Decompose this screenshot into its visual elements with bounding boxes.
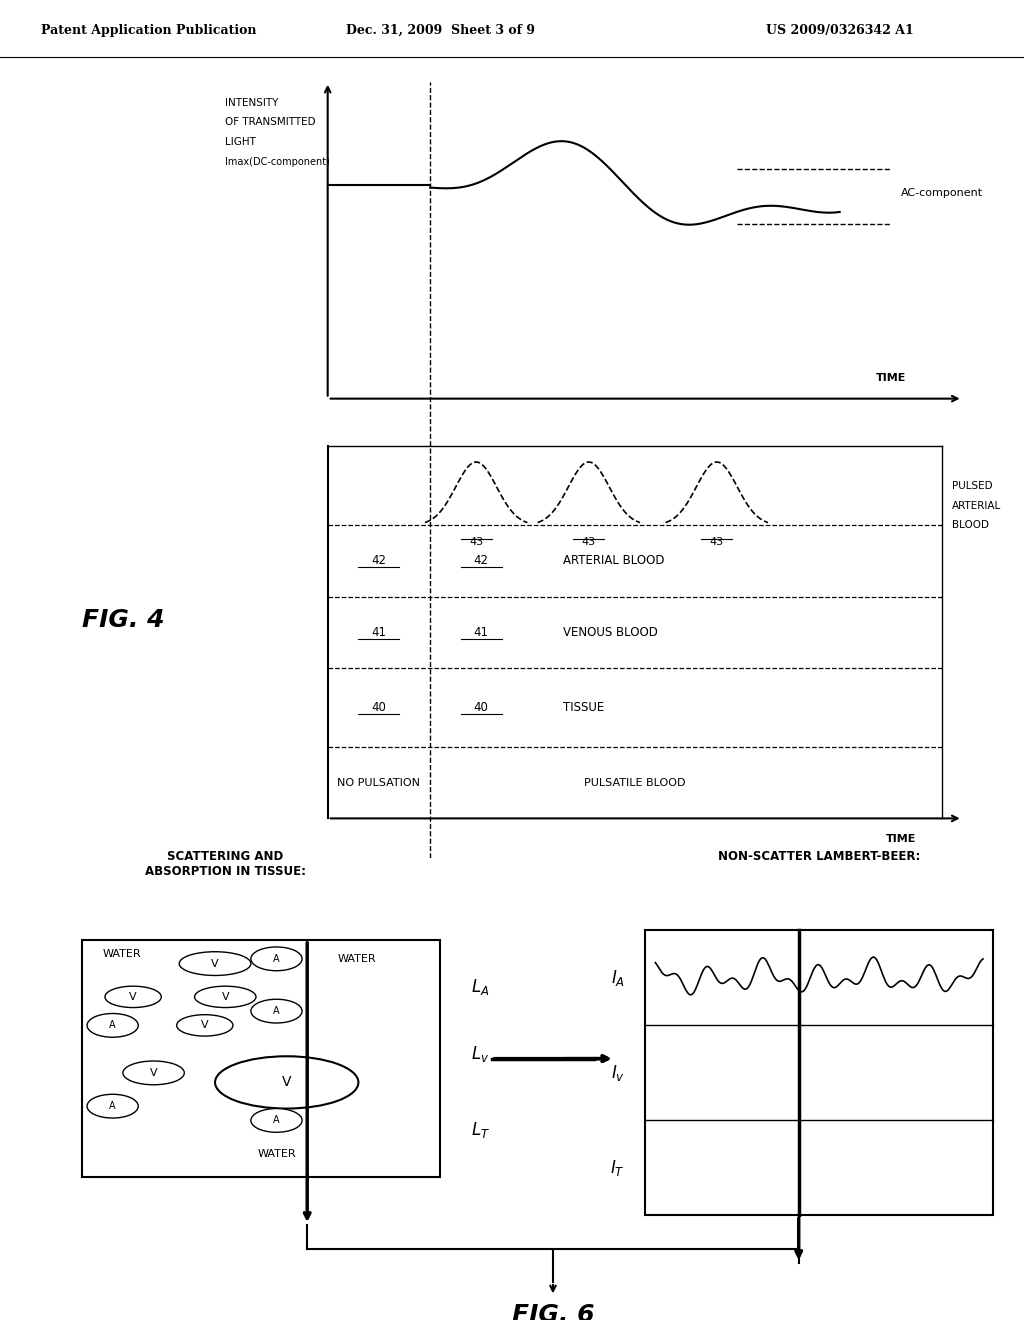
Text: V: V [201, 1020, 209, 1031]
Text: $L_v$: $L_v$ [471, 1044, 489, 1064]
Text: FIG. 4: FIG. 4 [82, 609, 165, 632]
Text: Imax(DC-component): Imax(DC-component) [225, 157, 330, 168]
Text: WATER: WATER [338, 954, 377, 964]
Text: A: A [110, 1101, 116, 1111]
Text: 43: 43 [710, 537, 724, 548]
Text: A: A [273, 1006, 280, 1016]
Text: V: V [221, 991, 229, 1002]
Bar [645, 931, 993, 1216]
Text: 40: 40 [474, 701, 488, 714]
Text: VENOUS BLOOD: VENOUS BLOOD [563, 626, 658, 639]
Text: PULSED: PULSED [952, 480, 993, 491]
Text: NO PULSATION: NO PULSATION [337, 777, 421, 788]
Text: A: A [273, 954, 280, 964]
Text: V: V [211, 958, 219, 969]
Text: $L_T$: $L_T$ [471, 1119, 490, 1140]
Text: 40: 40 [372, 701, 386, 714]
Text: LIGHT: LIGHT [225, 137, 256, 148]
Text: TIME: TIME [876, 372, 906, 383]
Ellipse shape [195, 986, 256, 1007]
Text: $I_T$: $I_T$ [610, 1158, 625, 1177]
Circle shape [251, 1109, 302, 1133]
Text: ARTERIAL: ARTERIAL [952, 500, 1001, 511]
Text: 41: 41 [372, 626, 386, 639]
Text: SCATTERING AND
ABSORPTION IN TISSUE:: SCATTERING AND ABSORPTION IN TISSUE: [144, 850, 306, 878]
Text: 42: 42 [474, 554, 488, 568]
Text: WATER: WATER [257, 1148, 296, 1159]
Text: NON-SCATTER LAMBERT-BEER:: NON-SCATTER LAMBERT-BEER: [718, 850, 921, 862]
Text: $L_A$: $L_A$ [471, 977, 489, 998]
Circle shape [251, 999, 302, 1023]
Text: $I_v$: $I_v$ [610, 1063, 625, 1082]
Text: 43: 43 [469, 537, 483, 548]
Text: ARTERIAL BLOOD: ARTERIAL BLOOD [563, 554, 665, 568]
Text: V: V [282, 1076, 292, 1089]
Bar [82, 940, 440, 1177]
Ellipse shape [123, 1061, 184, 1085]
Text: TIME: TIME [886, 834, 916, 845]
Text: FIG. 6: FIG. 6 [512, 1303, 594, 1320]
Text: PULSATILE BLOOD: PULSATILE BLOOD [584, 777, 686, 788]
Text: TISSUE: TISSUE [563, 701, 604, 714]
Text: Patent Application Publication: Patent Application Publication [41, 24, 256, 37]
Ellipse shape [215, 1056, 358, 1109]
Text: A: A [273, 1115, 280, 1126]
Ellipse shape [179, 952, 251, 975]
Text: 42: 42 [372, 554, 386, 568]
Text: 43: 43 [582, 537, 596, 548]
Text: $I_A$: $I_A$ [610, 968, 625, 987]
Circle shape [251, 946, 302, 970]
Text: A: A [110, 1020, 116, 1031]
Circle shape [87, 1094, 138, 1118]
Text: US 2009/0326342 A1: US 2009/0326342 A1 [766, 24, 913, 37]
Circle shape [87, 1014, 138, 1038]
Text: V: V [129, 991, 137, 1002]
Ellipse shape [105, 986, 162, 1007]
Text: OF TRANSMITTED: OF TRANSMITTED [225, 117, 316, 128]
Text: INTENSITY: INTENSITY [225, 98, 279, 108]
Text: Dec. 31, 2009  Sheet 3 of 9: Dec. 31, 2009 Sheet 3 of 9 [346, 24, 535, 37]
Ellipse shape [177, 1015, 233, 1036]
Text: 41: 41 [474, 626, 488, 639]
Text: WATER: WATER [102, 949, 141, 960]
Text: V: V [150, 1068, 158, 1078]
Text: AC-component: AC-component [901, 187, 983, 198]
Text: BLOOD: BLOOD [952, 520, 989, 531]
